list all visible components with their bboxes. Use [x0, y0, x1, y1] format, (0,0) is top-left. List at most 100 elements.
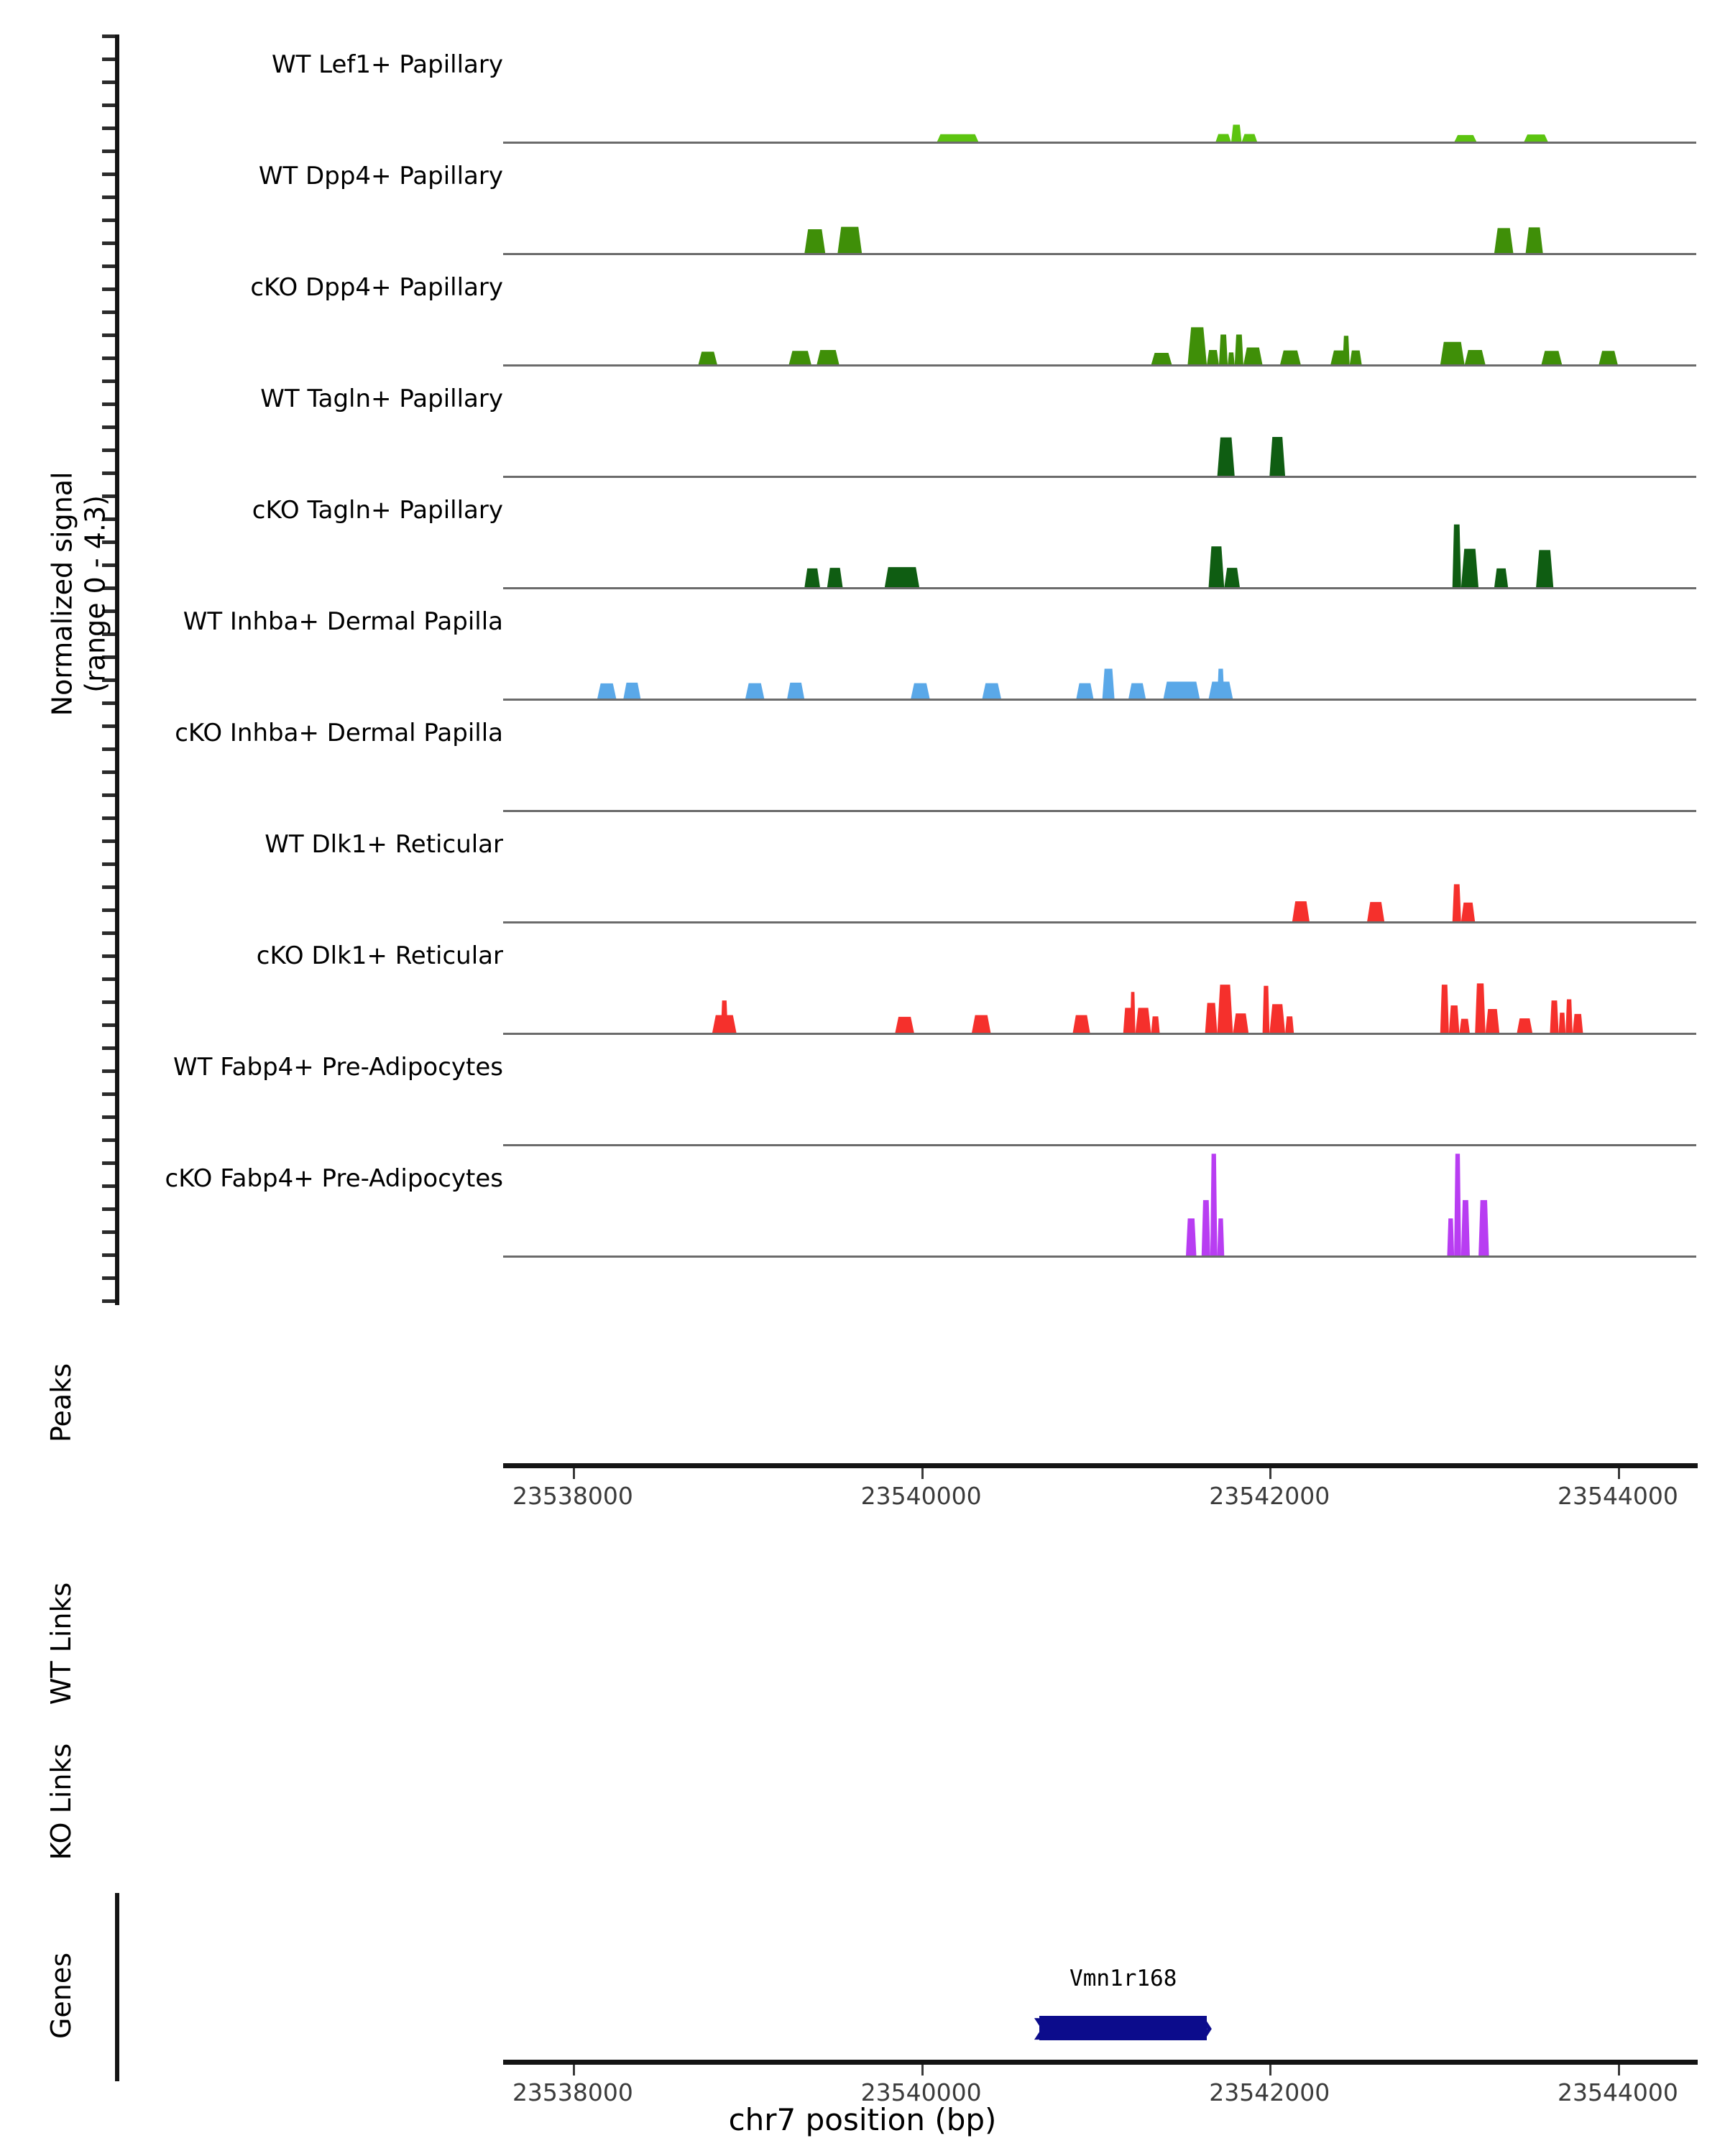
signal-peak [1448, 1005, 1460, 1033]
coverage-track: cKO Fabp4+ Pre-Adipocytes [0, 1148, 1725, 1258]
signal-peak [982, 683, 1002, 699]
peaks-section-label: Peaks [45, 1363, 77, 1443]
track-label: WT Fabp4+ Pre-Adipocytes [173, 1053, 503, 1082]
signal-peak [698, 351, 718, 365]
signal-peak [1343, 336, 1350, 365]
signal-peak [1215, 134, 1231, 142]
signal-peak [1072, 1015, 1090, 1033]
signal-peak [804, 568, 821, 588]
signal-peak [1217, 668, 1225, 699]
y-axis-tick [102, 80, 115, 84]
track-baseline [503, 1256, 1696, 1258]
x-axis-tick-label: 23538000 [512, 2078, 633, 2106]
track-signal [1292, 884, 1476, 922]
track-label: cKO Dpp4+ Papillary [250, 273, 503, 302]
signal-peak [597, 683, 617, 699]
track-label: WT Inhba+ Dermal Papilla [183, 607, 503, 636]
signal-peak [1459, 1018, 1470, 1033]
x-axis-tick-label: 23544000 [1557, 1482, 1678, 1510]
signal-peak [1269, 1004, 1286, 1033]
track-signal [804, 226, 1543, 254]
signal-peak [1454, 1153, 1461, 1256]
signal-peak [1536, 550, 1554, 588]
y-axis-tick [102, 931, 115, 935]
track-label: cKO Tagln+ Papillary [252, 496, 503, 525]
y-axis-tick [102, 655, 115, 659]
signal-peak [720, 1000, 728, 1033]
x-axis-tick-label: 23544000 [1557, 2078, 1678, 2106]
signal-peak [1517, 1018, 1533, 1033]
x-axis-spine [503, 1463, 1698, 1468]
signal-peak [1241, 134, 1258, 142]
signal-peak [1207, 349, 1219, 365]
signal-peak [816, 349, 840, 365]
y-axis-tick [102, 287, 115, 291]
signal-peak [1102, 668, 1115, 699]
signal-peak [827, 568, 843, 588]
signal-peak [1230, 124, 1242, 142]
y-axis-tick [102, 1184, 115, 1188]
y-axis-tick [102, 34, 115, 38]
signal-peak [1219, 334, 1228, 365]
signal-peak [1460, 548, 1479, 588]
x-axis-title: chr7 position (bp) [728, 2102, 997, 2137]
signal-peak [745, 683, 765, 699]
signal-peak [1460, 1199, 1470, 1256]
y-axis-spine [102, 34, 119, 1305]
track-baseline [503, 1144, 1696, 1146]
signal-peak [1233, 1013, 1249, 1033]
y-axis-tick [102, 1230, 115, 1234]
y-axis-tick [102, 1115, 115, 1119]
gene-strand-arrow-icon: ❯ [1031, 2015, 1049, 2040]
genes-axis-spine [115, 1893, 119, 2081]
signal-peak [1452, 884, 1461, 922]
signal-peak [623, 682, 641, 699]
y-axis-tick [102, 1046, 115, 1050]
signal-peak [1478, 1199, 1489, 1256]
y-axis-tick [102, 1161, 115, 1165]
coverage-track: cKO Dlk1+ Reticular [0, 926, 1725, 1035]
y-axis-tick [102, 57, 115, 61]
signal-peak [1565, 999, 1573, 1033]
track-baseline [503, 1033, 1696, 1035]
signal-peak [1128, 683, 1146, 699]
y-axis-tick [102, 816, 115, 820]
gene-body[interactable] [1039, 2016, 1208, 2040]
signal-peak [1550, 1000, 1559, 1033]
signal-peak [1440, 985, 1449, 1033]
x-axis-tick-label: 23538000 [512, 1482, 633, 1510]
y-axis-tick [102, 632, 115, 636]
y-axis-tick [102, 678, 115, 682]
signal-peak [788, 351, 811, 365]
x-axis-upper: 23538000 23540000 23542000 23544000 [0, 0, 1725, 1510]
track-baseline [503, 364, 1696, 367]
y-axis-tick [102, 402, 115, 406]
track-signal [597, 668, 1233, 699]
y-axis-tick [102, 126, 115, 130]
signal-peak [1292, 901, 1310, 922]
y-axis-tick [102, 839, 115, 843]
ko-links-section-label: KO Links [45, 1743, 77, 1861]
track-label: cKO Inhba+ Dermal Papilla [175, 719, 503, 747]
signal-peak [1217, 437, 1235, 476]
y-axis-tick [102, 333, 115, 337]
signal-peak [1135, 1008, 1151, 1033]
signal-peak [1130, 992, 1136, 1033]
signal-peak [1572, 1013, 1583, 1033]
signal-peak [837, 226, 862, 254]
genes-section-label: Genes [45, 1952, 77, 2040]
y-axis-tick [102, 724, 115, 728]
signal-peak [971, 1015, 991, 1033]
y-axis-tick [102, 310, 115, 314]
signal-peak [1485, 1009, 1500, 1033]
y-axis-tick [102, 793, 115, 797]
x-axis-tick [921, 2065, 924, 2076]
track-signal [937, 124, 1549, 142]
y-axis-tick [102, 885, 115, 889]
signal-peak [1440, 341, 1465, 365]
y-axis-tick [102, 609, 115, 613]
signal-peak [1524, 134, 1549, 142]
signal-peak [895, 1016, 914, 1033]
signal-peak [1205, 1003, 1218, 1033]
signal-peak [1598, 351, 1618, 365]
